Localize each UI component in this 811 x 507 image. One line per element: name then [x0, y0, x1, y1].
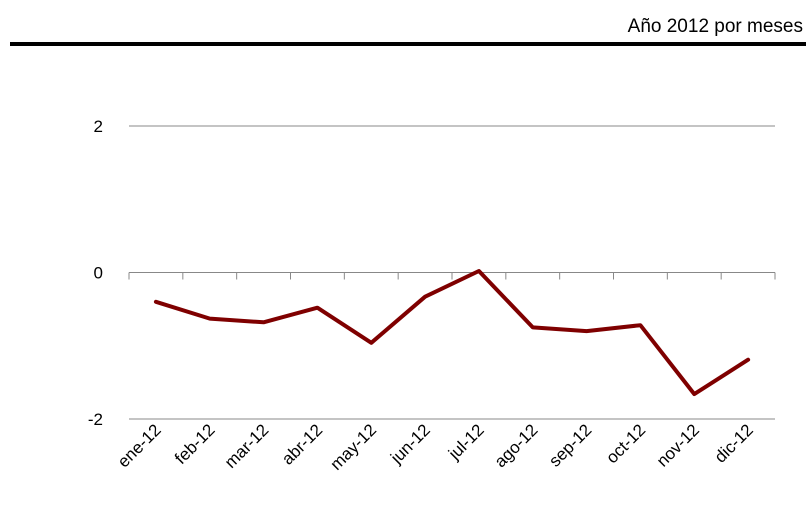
y-tick-labels: -2 0 2 — [88, 117, 103, 429]
y-tick-label: 0 — [94, 264, 103, 283]
data-point — [208, 317, 212, 321]
x-tick-label: may-12 — [327, 420, 381, 474]
gridlines — [129, 125, 775, 420]
x-tick-label: jul-12 — [444, 420, 488, 464]
data-point — [315, 306, 319, 310]
x-tick-label: ago-12 — [491, 420, 542, 471]
chart-subtitle: Año 2012 por meses — [627, 16, 803, 37]
x-tick-label: feb-12 — [171, 420, 219, 468]
x-tick-label: nov-12 — [653, 420, 703, 470]
x-tick-label: oct-12 — [602, 420, 649, 467]
x-tick-label: dic-12 — [711, 420, 757, 466]
x-tick-label: ene-12 — [114, 420, 165, 471]
x-tick-labels: ene-12 feb-12 mar-12 abr-12 may-12 jun-12 jul-… — [114, 420, 757, 474]
x-tick-label: mar-12 — [221, 420, 273, 472]
data-point — [638, 323, 642, 327]
data-point — [154, 300, 158, 304]
data-point — [531, 325, 535, 329]
y-tick-label: 2 — [94, 117, 103, 136]
x-tick-label: sep-12 — [545, 420, 595, 470]
x-tick-label: jun-12 — [386, 420, 434, 468]
data-point — [369, 341, 373, 345]
x-axis — [128, 272, 776, 280]
series-line — [153, 269, 751, 397]
data-point — [585, 329, 589, 333]
x-tick-label: abr-12 — [278, 420, 326, 468]
data-point — [262, 320, 266, 324]
data-point — [692, 392, 696, 396]
y-tick-label: -2 — [88, 410, 103, 429]
data-series — [153, 269, 751, 397]
header-rule — [10, 42, 806, 46]
data-point — [477, 269, 481, 273]
data-point — [746, 358, 750, 362]
data-point — [423, 295, 427, 299]
